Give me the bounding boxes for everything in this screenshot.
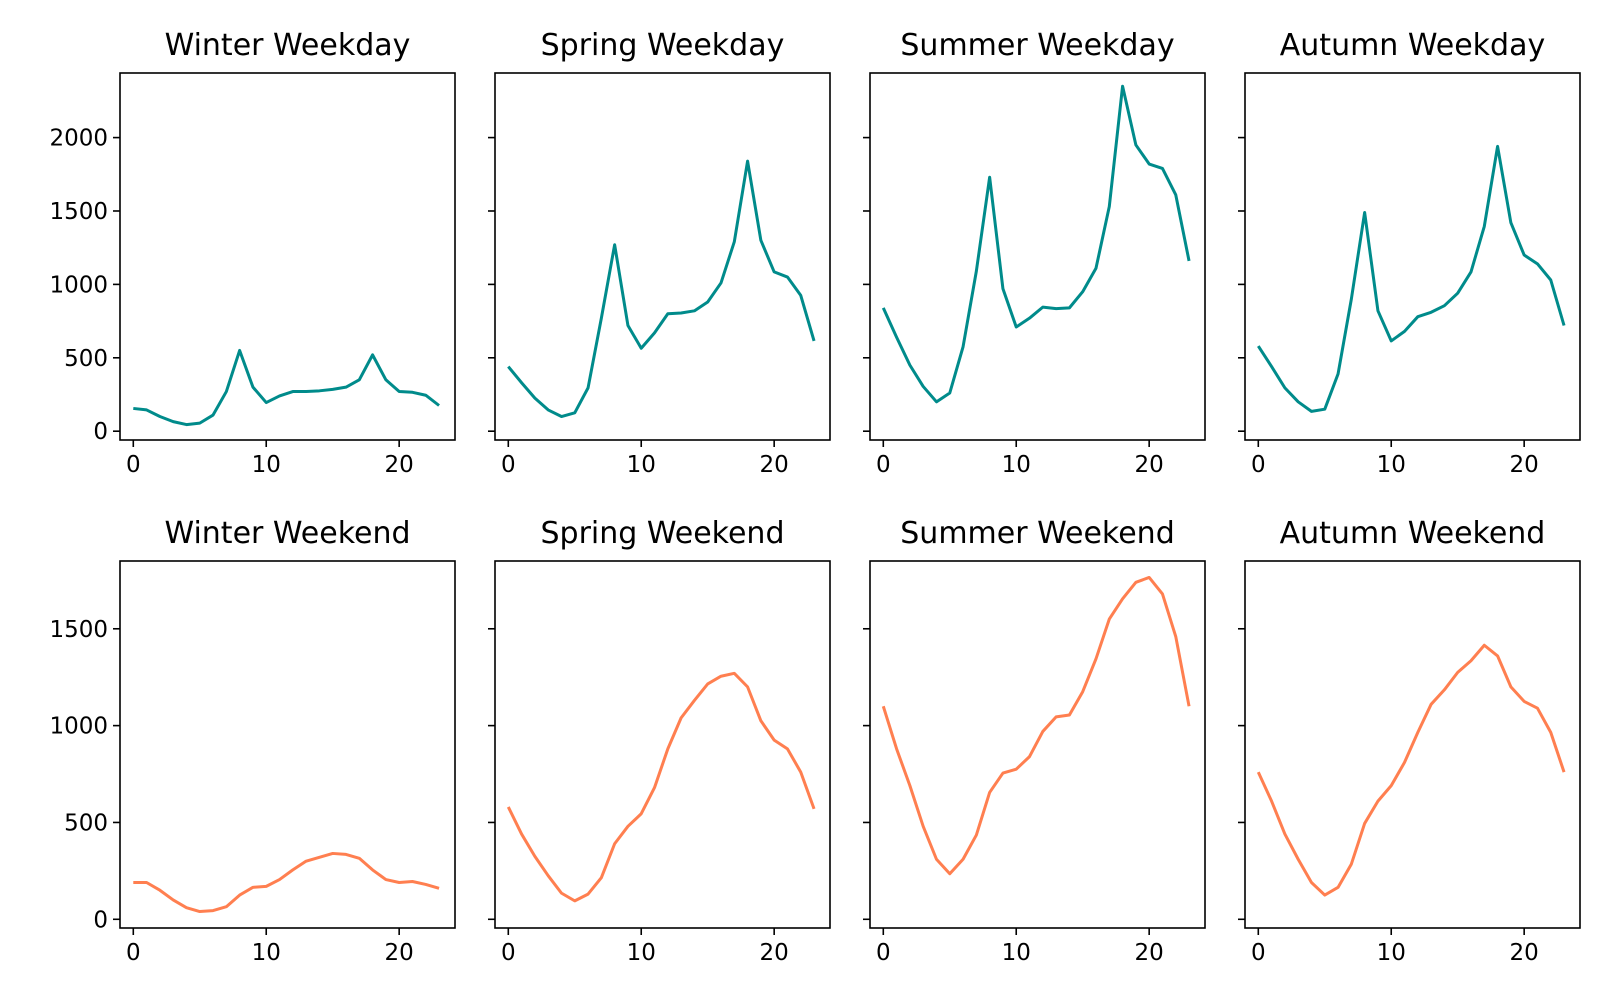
x-tick-label: 0 [876,940,891,966]
panel-title: Spring Weekday [541,28,785,63]
series-line [881,84,1191,404]
x-tick-label: 10 [1377,452,1406,478]
panel-3: Autumn Weekday 0 10 20 [1238,28,1581,478]
series-line [1256,643,1566,897]
panel-title: Winter Weekday [165,28,411,63]
panel-1: Spring Weekday 0 10 20 [488,28,831,478]
plot-frame [494,560,831,929]
x-tick-label: 20 [760,452,789,478]
y-tick-label: 1000 [49,272,108,298]
plot-frame [494,72,831,441]
x-tick-label: 20 [1135,940,1164,966]
panel-title: Autumn Weekend [1280,516,1546,551]
y-tick-label: 500 [64,810,108,836]
plot-frame [1244,72,1581,441]
panel-7: Autumn Weekend 0 10 20 [1238,516,1581,966]
panel-title: Spring Weekend [541,516,785,551]
series-line [1257,144,1566,413]
panel-0: Winter Weekday 0 500 1000 1500 2000 0 10 20 [49,28,456,478]
panel-title: Summer Weekday [900,28,1174,63]
panel-title: Summer Weekend [900,516,1174,551]
panel-title: Autumn Weekday [1280,28,1545,63]
series-line [133,348,440,427]
x-tick-label: 10 [627,940,656,966]
x-tick-label: 0 [876,452,891,478]
y-tick-label: 1500 [49,617,108,643]
panel-title: Winter Weekend [164,516,410,551]
panel-4: Winter Weekend 0 500 1000 1500 0 10 20 [49,516,456,966]
series-line [507,159,816,419]
x-tick-label: 10 [1002,452,1031,478]
x-tick-label: 0 [126,940,141,966]
series-line [506,671,816,903]
panel-2: Summer Weekday 0 10 20 [863,28,1206,478]
series-line [133,851,440,914]
y-tick-label: 500 [64,346,108,372]
x-tick-label: 10 [252,940,281,966]
plot-frame [869,560,1206,929]
x-tick-label: 20 [760,940,789,966]
x-tick-label: 0 [501,940,516,966]
x-tick-label: 10 [252,452,281,478]
plot-frame [119,560,456,929]
x-tick-label: 20 [1510,452,1539,478]
x-tick-label: 10 [1002,940,1031,966]
x-tick-label: 20 [385,452,414,478]
plot-frame [119,72,456,441]
x-tick-label: 20 [385,940,414,966]
x-tick-label: 20 [1135,452,1164,478]
plot-frame [869,72,1206,441]
panel-5: Spring Weekend 0 10 20 [488,516,831,966]
x-tick-label: 10 [627,452,656,478]
y-tick-label: 0 [93,419,108,445]
x-tick-label: 0 [501,452,516,478]
panel-6: Summer Weekend 0 10 20 [863,516,1206,966]
y-tick-label: 0 [93,907,108,933]
series-line [881,575,1191,876]
y-tick-label: 2000 [49,126,108,152]
x-tick-label: 10 [1377,940,1406,966]
x-tick-label: 0 [1251,940,1266,966]
y-tick-label: 1500 [49,199,108,225]
x-tick-label: 0 [126,452,141,478]
plot-frame [1244,560,1581,929]
y-tick-label: 1000 [49,714,108,740]
x-tick-label: 0 [1251,452,1266,478]
x-tick-label: 20 [1510,940,1539,966]
